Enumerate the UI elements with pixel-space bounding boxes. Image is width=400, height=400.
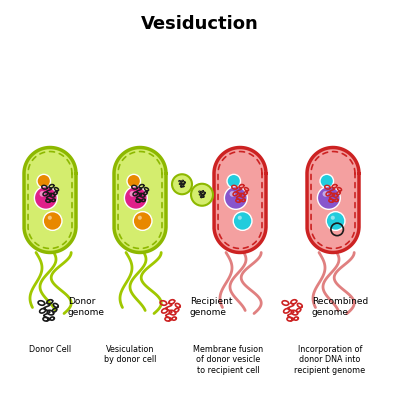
Text: Donor
genome: Donor genome <box>68 297 105 317</box>
Circle shape <box>230 191 235 197</box>
Ellipse shape <box>114 200 166 252</box>
Circle shape <box>191 184 213 206</box>
Ellipse shape <box>307 200 359 252</box>
Circle shape <box>318 186 340 209</box>
Text: Membrane fusion
of donor vesicle
to recipient cell: Membrane fusion of donor vesicle to reci… <box>193 345 263 375</box>
Circle shape <box>43 212 62 230</box>
Circle shape <box>224 186 247 209</box>
Bar <box>214 174 266 226</box>
Circle shape <box>331 216 335 220</box>
Ellipse shape <box>214 148 266 200</box>
Circle shape <box>130 191 135 197</box>
Circle shape <box>124 186 147 209</box>
Text: Incorporation of
donor DNA into
recipient genome: Incorporation of donor DNA into recipien… <box>294 345 366 375</box>
Text: Recombined
genome: Recombined genome <box>312 297 368 317</box>
Bar <box>24 174 76 226</box>
Circle shape <box>37 174 50 188</box>
Circle shape <box>133 212 152 230</box>
Text: Recipient
genome: Recipient genome <box>190 297 232 317</box>
Circle shape <box>48 216 52 220</box>
Ellipse shape <box>24 148 76 200</box>
Ellipse shape <box>307 148 359 200</box>
Circle shape <box>172 174 192 194</box>
Circle shape <box>227 174 240 188</box>
Circle shape <box>233 212 252 230</box>
Circle shape <box>326 212 345 230</box>
Ellipse shape <box>24 200 76 252</box>
Text: Donor Cell: Donor Cell <box>29 345 71 354</box>
Circle shape <box>40 191 45 197</box>
Text: Vesiculation
by donor cell: Vesiculation by donor cell <box>104 345 156 364</box>
Ellipse shape <box>214 200 266 252</box>
Circle shape <box>238 216 242 220</box>
Bar <box>307 174 359 226</box>
Text: Vesiduction: Vesiduction <box>141 15 259 33</box>
Bar <box>114 174 166 226</box>
Ellipse shape <box>114 148 166 200</box>
Circle shape <box>138 216 142 220</box>
Circle shape <box>34 186 57 209</box>
Circle shape <box>320 174 334 188</box>
Circle shape <box>322 191 328 197</box>
Circle shape <box>127 174 140 188</box>
